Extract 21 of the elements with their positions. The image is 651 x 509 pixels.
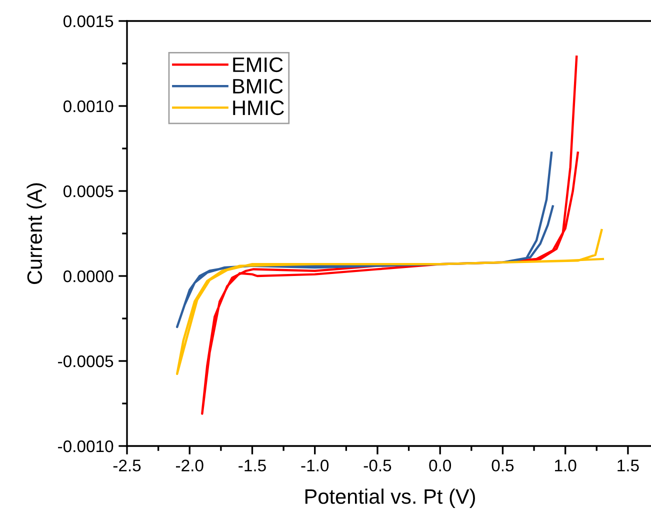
x-tick-label: 0.5 [492, 460, 514, 472]
y-tick-label: -0.0010 [58, 440, 114, 452]
y-tick-label: 0.0005 [63, 185, 114, 198]
x-tick-label: -2.5 [113, 460, 141, 472]
y-tick-label: -0.0005 [58, 355, 114, 368]
x-tick-label: -1.0 [301, 460, 329, 472]
x-tick-label: -2.0 [176, 460, 204, 472]
y-axis-title: Current (A) [26, 183, 46, 284]
x-tick-label: 0.0 [429, 460, 452, 472]
y-tick-label: 0.0000 [63, 270, 114, 282]
y-tick-label: 0.0010 [63, 100, 114, 112]
legend-label: EMIC [233, 57, 283, 72]
legend-label: BMIC [233, 78, 283, 94]
x-tick-label: 1.0 [555, 460, 576, 472]
legend-label: HMIC [233, 100, 284, 116]
x-tick-label: -0.5 [364, 460, 392, 472]
y-tick-label: 0.0015 [63, 15, 114, 28]
x-axis-title: Potential vs. Pt (V) [305, 488, 475, 508]
x-tick-label: 1.5 [618, 460, 639, 472]
line-series [176, 228, 604, 376]
x-tick-label: -1.5 [238, 460, 266, 472]
